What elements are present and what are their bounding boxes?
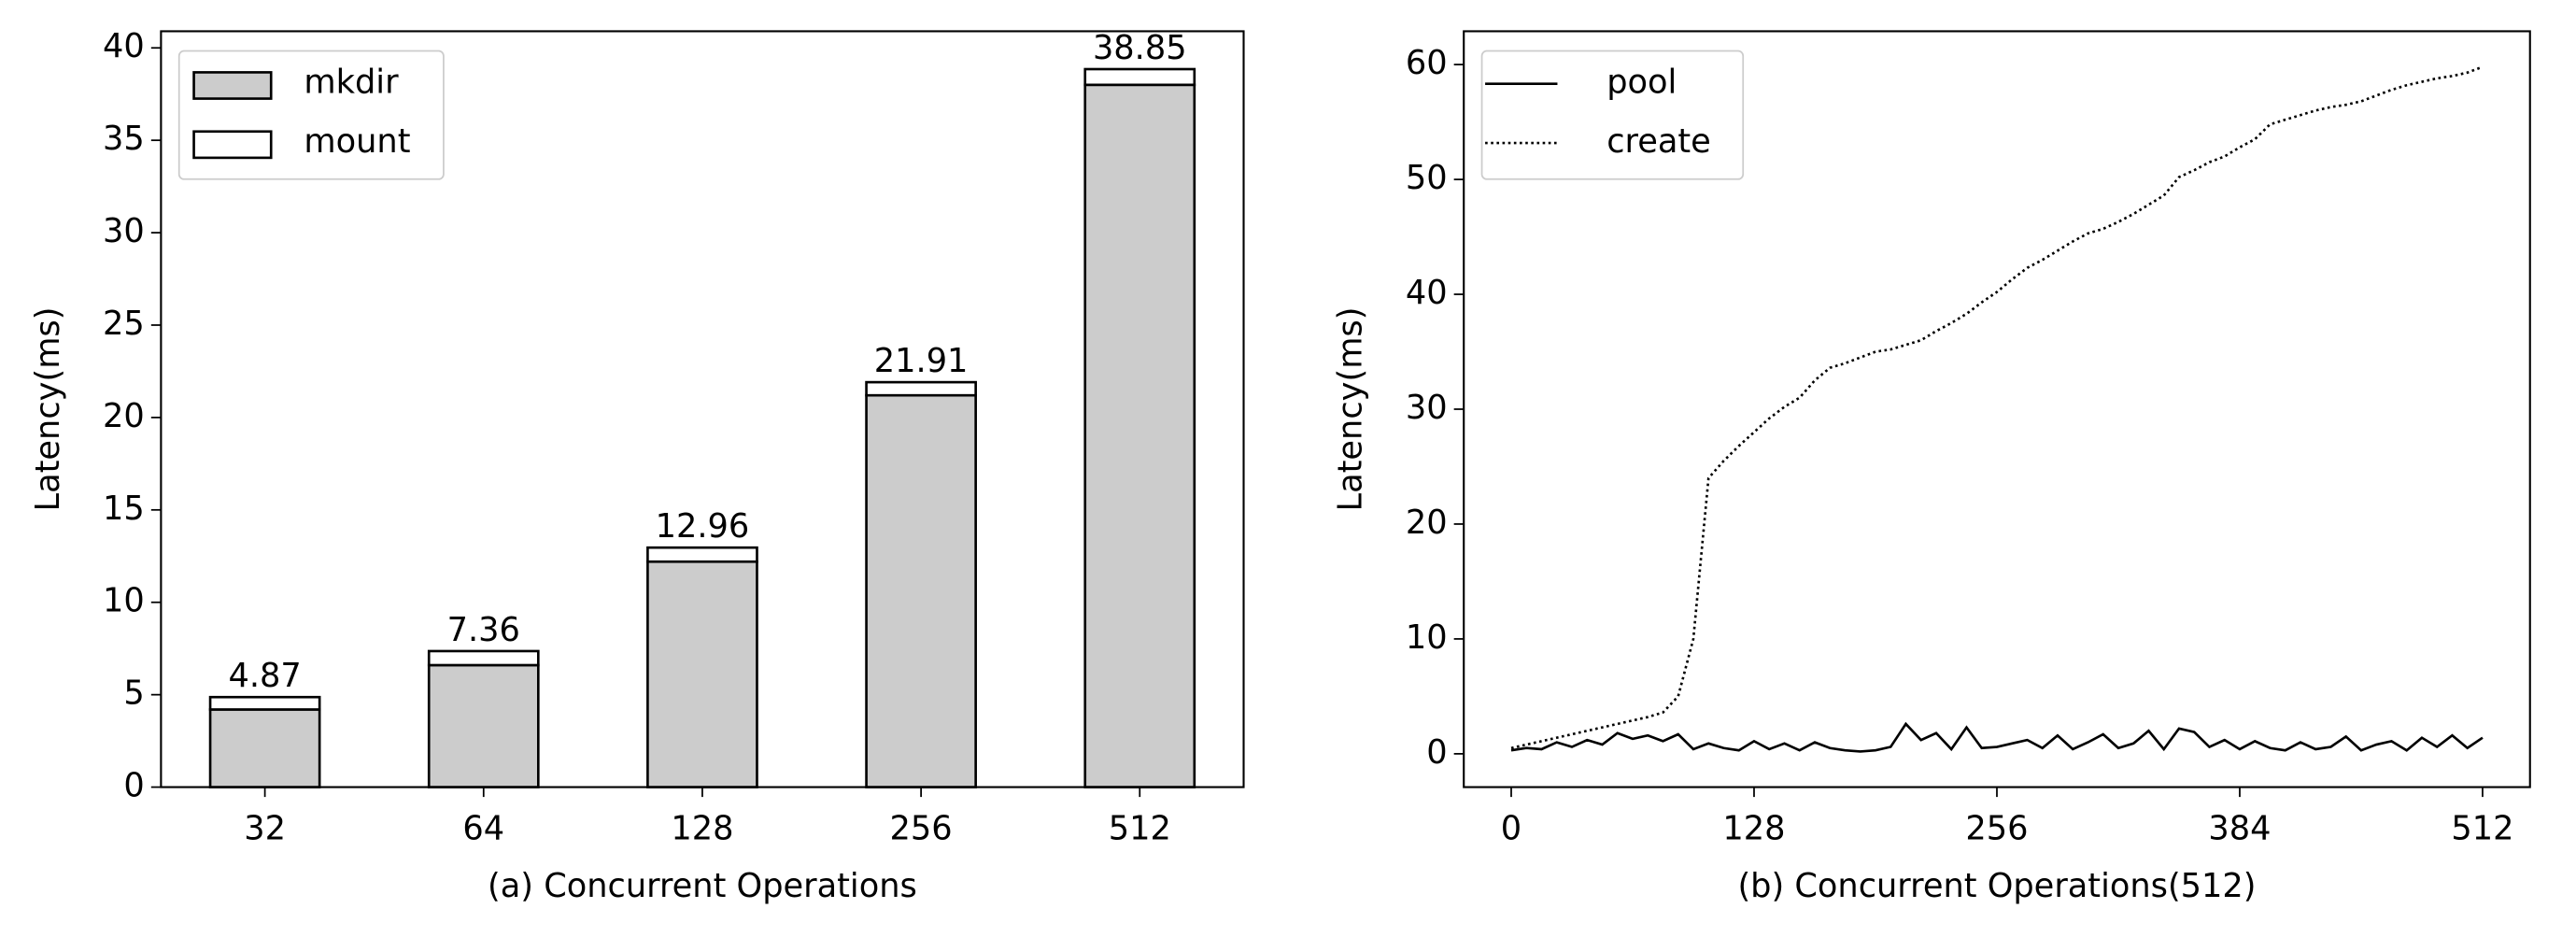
- bar-segment: [427, 663, 540, 788]
- y-tick-label: 60: [1406, 44, 1448, 82]
- y-tick-label: 10: [1406, 618, 1448, 657]
- x-tick-label: 0: [1501, 809, 1522, 847]
- y-tick-label: 15: [103, 490, 145, 528]
- y-tick-label: 40: [103, 27, 145, 65]
- x-tick-label: 384: [2208, 809, 2271, 847]
- legend-swatch: [192, 71, 273, 100]
- y-axis-label: Latency(ms): [1332, 307, 1370, 512]
- bar-segment: [208, 708, 321, 788]
- bar-segment: [427, 649, 540, 667]
- y-tick-label: 50: [1406, 159, 1448, 197]
- plot-frame: [160, 30, 1245, 788]
- legend-swatch: [192, 130, 273, 160]
- y-tick-label: 5: [123, 674, 144, 713]
- bar-segment: [865, 393, 977, 788]
- y-tick-label: 30: [103, 212, 145, 250]
- bar-segment: [646, 560, 758, 788]
- y-tick-label: 0: [1426, 733, 1447, 772]
- total-label: 4.87: [228, 657, 301, 695]
- y-tick-label: 20: [103, 397, 145, 435]
- bar-segment: [646, 546, 758, 563]
- total-label: 21.91: [874, 342, 969, 380]
- x-tick-label: 256: [890, 809, 953, 847]
- bar-segment: [208, 695, 321, 711]
- total-label: 7.36: [447, 611, 520, 649]
- y-tick-label: 10: [103, 582, 145, 620]
- total-label: 38.85: [1093, 29, 1187, 67]
- y-tick-label: 20: [1406, 504, 1448, 542]
- x-axis-label: (a) Concurrent Operations: [488, 867, 917, 905]
- legend-label: mount: [304, 122, 410, 161]
- bar-segment: [865, 380, 977, 397]
- y-tick-label: 40: [1406, 274, 1448, 312]
- legend-label: mkdir: [304, 64, 399, 102]
- x-tick-label: 32: [244, 809, 286, 847]
- legend-label: pool: [1606, 64, 1677, 102]
- y-tick-label: 30: [1406, 389, 1448, 427]
- bar-segment: [1083, 83, 1196, 788]
- x-axis-label: (b) Concurrent Operations(512): [1737, 867, 2256, 905]
- line-series: [1510, 65, 2484, 750]
- total-label: 12.96: [656, 507, 750, 546]
- x-tick-label: 64: [462, 809, 504, 847]
- y-tick-label: 25: [103, 305, 145, 343]
- x-tick-label: 128: [1722, 809, 1785, 847]
- legend-label: create: [1606, 122, 1711, 161]
- y-axis-label: Latency(ms): [29, 307, 67, 512]
- line-series: [1510, 721, 2484, 753]
- x-tick-label: 128: [671, 809, 733, 847]
- x-tick-label: 256: [1965, 809, 2028, 847]
- x-tick-label: 512: [1109, 809, 1171, 847]
- bar-segment: [1083, 67, 1196, 87]
- x-tick-label: 512: [2451, 809, 2513, 847]
- y-tick-label: 35: [103, 120, 145, 158]
- plot-frame: [1463, 30, 2531, 788]
- y-tick-label: 0: [123, 767, 144, 805]
